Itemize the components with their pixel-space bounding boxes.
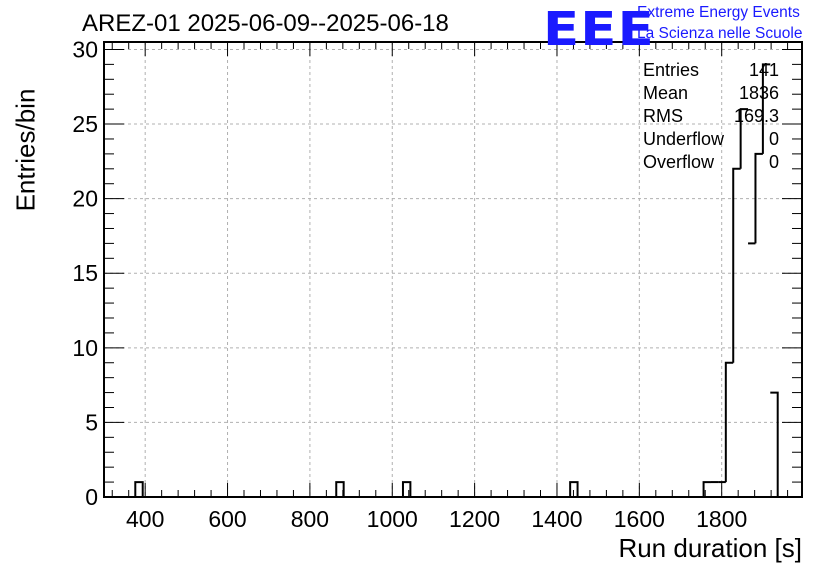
y-axis-label-wrap: Entries/bin [6, 89, 46, 212]
histogram-bin [401, 481, 412, 497]
x-tick-label: 1600 [614, 506, 665, 532]
y-axis-label: Entries/bin [10, 88, 41, 212]
stat-row-mean: Mean 1836 [643, 83, 779, 106]
stat-name: RMS [643, 106, 683, 126]
histogram-bin [754, 152, 763, 244]
histogram-bin [335, 481, 345, 497]
histogram-bin [702, 481, 711, 497]
histogram-bin [569, 481, 579, 497]
grid-layer [104, 42, 802, 497]
y-tick-label: 0 [85, 484, 98, 510]
y-tick-label: 5 [85, 409, 98, 435]
logo-text-line-2: La Scienza nelle Scuole [637, 25, 803, 42]
stat-name: Mean [643, 83, 689, 103]
tick-label-layer: 400 600 800 1000 1200 1400 1600 1800 0 5 10 15 20 25 3… [72, 36, 747, 532]
stat-row-underflow: Underflow 0 [643, 129, 779, 152]
stat-name: Entries [643, 60, 700, 80]
y-tick-label: 20 [72, 186, 98, 212]
histogram-bin [770, 391, 779, 497]
x-tick-label: 1400 [531, 506, 582, 532]
histogram-bin [739, 108, 749, 169]
histogram-bin [724, 361, 734, 483]
histogram-bin [732, 167, 741, 363]
stat-name: Overflow [643, 152, 715, 172]
x-tick-label: 1000 [367, 506, 418, 532]
y-tick-label: 15 [72, 260, 98, 286]
x-tick-label: 600 [208, 506, 246, 532]
stat-row-entries: Entries 141 [643, 60, 779, 83]
y-tick-label: 30 [72, 36, 98, 62]
stat-value: 0 [768, 152, 779, 172]
stat-name: Underflow [643, 129, 725, 149]
x-axis-label: Run duration [s] [618, 533, 802, 563]
tick-layer [104, 42, 802, 498]
y-tick-label: 10 [72, 335, 98, 361]
stat-value: 169.3 [733, 106, 779, 126]
stat-row-overflow: Overflow 0 [643, 152, 779, 175]
histogram-layer [134, 63, 779, 497]
stats-box: Entries 141 Mean 1836 RMS 169.3 Underflo… [643, 60, 779, 175]
stat-value: 0 [768, 129, 779, 149]
x-tick-label: 1800 [696, 506, 747, 532]
stat-row-rms: RMS 169.3 [643, 106, 779, 129]
stat-value: 1836 [738, 83, 779, 103]
logo-text-line-1: Extreme Energy Events [637, 4, 800, 21]
eee-logo: EEE [543, 2, 655, 56]
plot-frame [103, 41, 803, 498]
y-tick-label: 25 [72, 111, 98, 137]
histogram-bin [761, 63, 771, 154]
x-tick-label: 400 [126, 506, 164, 532]
chart-title: AREZ-01 2025-06-09--2025-06-18 [82, 10, 449, 37]
histogram-bin [134, 481, 144, 497]
stat-value: 141 [748, 60, 779, 80]
x-tick-label: 800 [291, 506, 329, 532]
x-tick-label: 1200 [449, 506, 500, 532]
